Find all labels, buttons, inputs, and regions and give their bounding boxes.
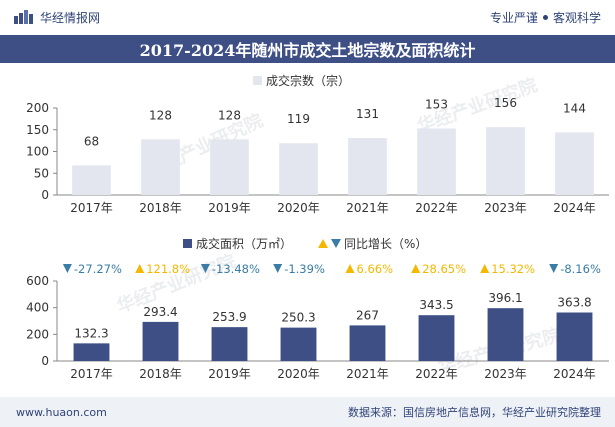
chart2-legend-yoy-label: 同比增长（%） (344, 237, 427, 251)
chart1-bar-value-label: 144 (563, 101, 586, 115)
chart1-count: 0 50 100 150 200 68 2017年 128 2018年 128 2019年 119 20… (26, 96, 609, 215)
chart2-yoy-up-icon (480, 264, 490, 273)
chart2-bar (418, 315, 455, 361)
chart2-y-tick-label: 200 (26, 327, 49, 341)
chart2-yoy-label: -13.48% (212, 262, 260, 276)
chart2-bar (556, 312, 593, 361)
chart2-x-tick-label: 2017年 (70, 367, 113, 381)
chart2-legend-swatch (183, 239, 192, 248)
chart1-bar (348, 138, 387, 195)
chart1-bar-value-label: 131 (356, 107, 379, 121)
chart1-x-tick-label: 2022年 (415, 201, 458, 215)
footer-bar: www.huaon.com 数据来源：国信房地产信息网，华经产业研究院整理 (0, 397, 615, 427)
chart1-bar (417, 128, 456, 195)
chart1-legend-swatch (253, 76, 262, 85)
chart2-legend-label: 成交面积（万㎡） (196, 236, 292, 251)
chart1-x-tick-label: 2021年 (346, 201, 389, 215)
chart2-bar-value-label: 132.3 (74, 326, 108, 340)
chart1-x-tick-label: 2018年 (139, 201, 182, 215)
chart2-yoy-up-icon (411, 264, 421, 273)
chart1-y-tick-label: 150 (26, 123, 49, 137)
chart2-bar (487, 308, 524, 361)
chart2-legend: 成交面积（万㎡） 同比增长（%） (183, 236, 427, 251)
chart2-x-tick-label: 2022年 (415, 367, 458, 381)
down-triangle-icon (331, 239, 341, 248)
chart2-yoy-down-icon (62, 264, 72, 273)
chart2-yoy-label: -8.16% (560, 262, 601, 276)
chart2-bar-value-label: 396.1 (488, 291, 522, 305)
slogan: 专业严谨 客观科学 (490, 9, 601, 26)
chart2-x-tick-label: 2018年 (139, 367, 182, 381)
chart2-bar-value-label: 253.9 (212, 310, 246, 324)
chart2-x-tick-label: 2023年 (484, 367, 527, 381)
chart1-y-tick-label: 50 (34, 166, 49, 180)
chart2-bar-value-label: 250.3 (281, 311, 315, 325)
chart2-x-tick-label: 2024年 (553, 367, 596, 381)
chart2-y-tick-label: 400 (26, 301, 49, 315)
brand[interactable]: 华经情报网 (14, 9, 100, 26)
chart2-yoy-up-icon (345, 264, 355, 273)
brand-name: 华经情报网 (40, 10, 101, 25)
footer-source: 数据来源：国信房地产信息网，华经产业研究院整理 (348, 406, 601, 419)
chart2-area: 0 200 400 600 132.3 2017年 -27.27% 293.4 2018年 121… (26, 262, 609, 381)
chart1-x-tick-label: 2017年 (70, 201, 113, 215)
chart2-bar (142, 321, 179, 361)
chart2-bar (211, 327, 248, 361)
chart2-x-tick-label: 2020年 (277, 367, 320, 381)
slogan-dot-icon (542, 14, 548, 20)
chart2-yoy-label: 15.32% (491, 262, 535, 276)
chart1-bar (210, 139, 249, 195)
chart2-yoy-label: -1.39% (284, 262, 325, 276)
chart2-bar-value-label: 267 (356, 308, 379, 322)
chart2-bar-value-label: 343.5 (419, 298, 453, 312)
chart2-yoy-down-icon (200, 264, 210, 273)
chart-title: 2017-2024年随州市成交土地宗数及面积统计 (139, 41, 476, 60)
chart1-legend: 成交宗数（宗） (253, 73, 350, 88)
charts-canvas: 华经产业研究院 华经产业研究院 华经产业研究院 华经产业研究院 成交宗数（宗） … (26, 73, 609, 381)
chart2-yoy-label: 6.66% (357, 262, 394, 276)
slogan-left: 专业严谨 (489, 10, 538, 25)
chart1-bar-value-label: 153 (425, 97, 448, 111)
chart1-y-tick-label: 200 (26, 101, 49, 115)
chart2-bar-value-label: 293.4 (143, 305, 177, 319)
footer-site-link[interactable]: www.huaon.com (16, 405, 107, 419)
chart1-x-tick-label: 2019年 (208, 201, 251, 215)
chart2-yoy-down-icon (273, 264, 283, 273)
chart1-x-tick-label: 2020年 (277, 201, 320, 215)
up-triangle-icon (318, 239, 328, 248)
chart-title-bar: 2017-2024年随州市成交土地宗数及面积统计 (0, 35, 615, 63)
chart2-bar (280, 327, 317, 361)
chart2-yoy-label: 121.8% (146, 262, 190, 276)
slogan-right: 客观科学 (552, 10, 601, 25)
chart2-yoy-up-icon (135, 264, 145, 273)
chart2-bar-value-label: 363.8 (557, 295, 591, 309)
chart1-y-tick-label: 0 (41, 188, 49, 202)
chart1-bar (279, 143, 318, 195)
chart2-y-tick-label: 0 (41, 354, 49, 368)
chart1-bar (72, 165, 111, 195)
brand-logo-icon (14, 10, 33, 24)
chart2-yoy-label: 28.65% (422, 262, 466, 276)
chart1-bar-value-label: 156 (494, 96, 517, 110)
chart2-y-tick-label: 600 (26, 274, 49, 288)
chart1-bar (486, 127, 525, 195)
chart1-bar-value-label: 68 (84, 134, 99, 148)
chart1-x-tick-label: 2023年 (484, 201, 527, 215)
chart2-yoy-label: -27.27% (74, 262, 122, 276)
chart1-legend-label: 成交宗数（宗） (266, 73, 350, 88)
chart1-bar (141, 139, 180, 195)
chart1-x-tick-label: 2024年 (553, 201, 596, 215)
chart2-bar (73, 343, 110, 361)
chart1-y-tick-label: 100 (26, 145, 49, 159)
chart2-x-tick-label: 2021年 (346, 367, 389, 381)
chart1-bar-value-label: 128 (149, 108, 172, 122)
chart2-x-tick-label: 2019年 (208, 367, 251, 381)
chart2-bar (349, 325, 386, 361)
chart1-bar-value-label: 119 (287, 112, 310, 126)
header-bar: 华经情报网 专业严谨 客观科学 (0, 0, 615, 34)
chart1-bar (555, 132, 594, 195)
chart2-yoy-down-icon (549, 264, 559, 273)
chart1-bar-value-label: 128 (218, 108, 241, 122)
